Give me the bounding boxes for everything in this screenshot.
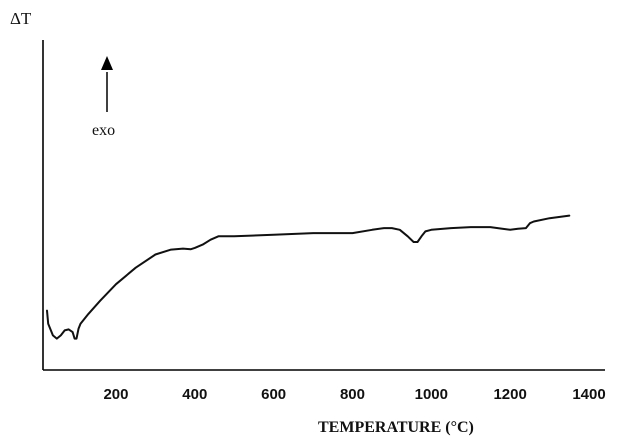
x-tick-label: 1400: [572, 386, 605, 403]
dta-curve: [46, 214, 571, 340]
x-tick-label: 800: [340, 386, 365, 403]
x-tick-label: 1000: [415, 386, 448, 403]
exo-arrow-icon: [101, 56, 113, 112]
exo-annotation: exo: [92, 122, 115, 139]
x-tick-label: 600: [261, 386, 286, 403]
x-tick-label: 200: [103, 386, 128, 403]
x-tick-label: 400: [182, 386, 207, 403]
x-axis-label: TEMPERATURE (°C): [318, 419, 474, 436]
x-tick-labels: 200 400 600 800 1000 1200 1400: [103, 386, 605, 403]
x-tick-label: 1200: [493, 386, 526, 403]
y-axis-label: ΔT: [10, 9, 32, 28]
